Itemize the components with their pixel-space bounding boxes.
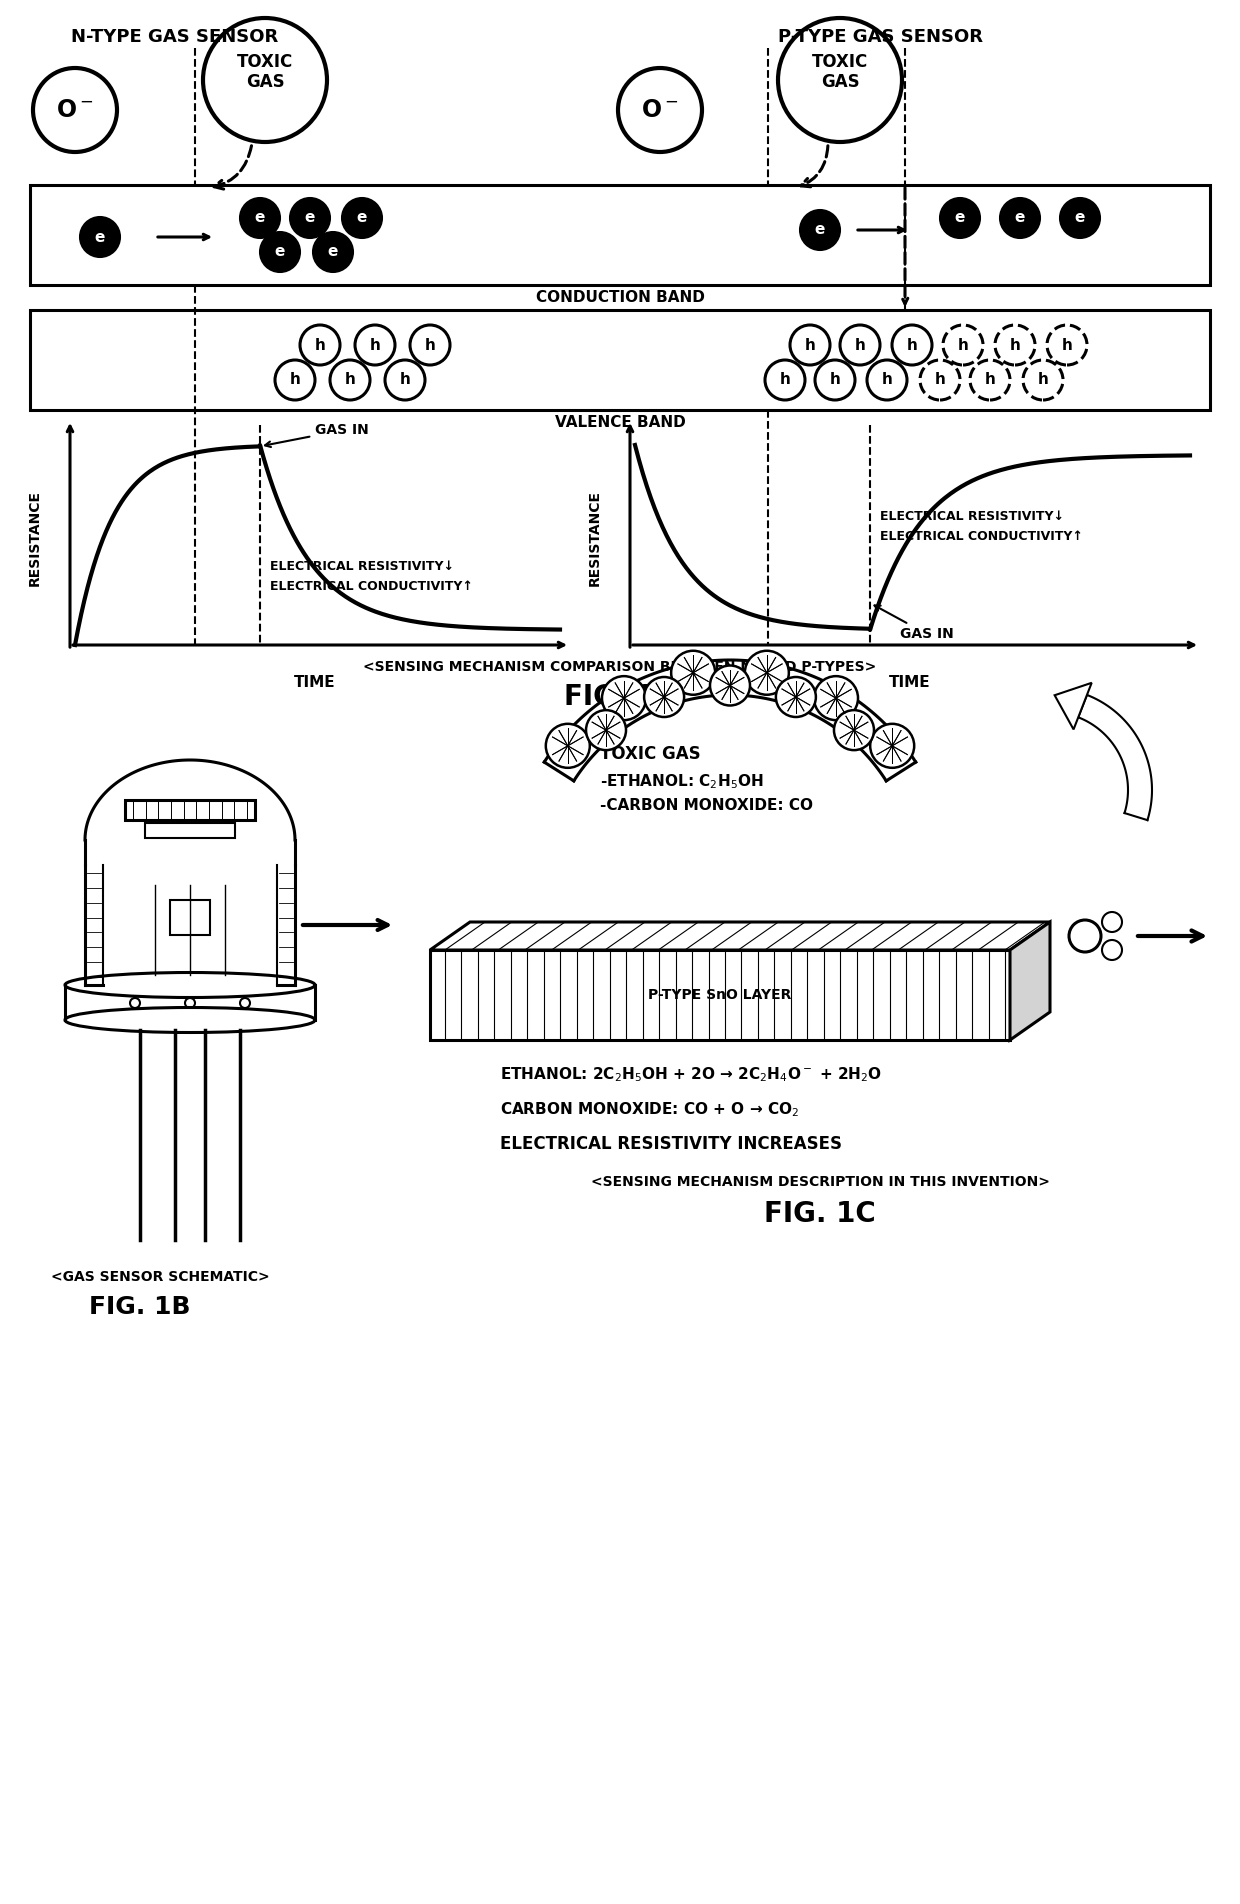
Text: ELECTRICAL CONDUCTIVITY↑: ELECTRICAL CONDUCTIVITY↑ xyxy=(270,581,472,592)
Circle shape xyxy=(312,232,353,272)
Text: FIG. 1C: FIG. 1C xyxy=(764,1200,875,1228)
Text: N-TYPE GAS SENSOR: N-TYPE GAS SENSOR xyxy=(72,29,279,46)
Circle shape xyxy=(835,710,874,750)
Text: h: h xyxy=(854,337,866,352)
Circle shape xyxy=(81,217,120,257)
Text: h: h xyxy=(780,373,790,388)
Text: CARBON MONOXIDE: CO + O → CO$_2$: CARBON MONOXIDE: CO + O → CO$_2$ xyxy=(500,1101,799,1120)
Text: h: h xyxy=(315,337,325,352)
Text: h: h xyxy=(370,337,381,352)
Text: h: h xyxy=(1061,337,1073,352)
Polygon shape xyxy=(1055,684,1091,729)
Circle shape xyxy=(940,198,980,238)
Text: TOXIC
GAS: TOXIC GAS xyxy=(237,53,293,91)
Circle shape xyxy=(546,724,590,767)
Text: e: e xyxy=(305,211,315,225)
Text: TOXIC
GAS: TOXIC GAS xyxy=(812,53,868,91)
Circle shape xyxy=(870,724,914,767)
Circle shape xyxy=(1102,912,1122,931)
Text: h: h xyxy=(424,337,435,352)
Text: e: e xyxy=(815,223,825,238)
Circle shape xyxy=(711,666,750,706)
Circle shape xyxy=(800,209,839,249)
Circle shape xyxy=(1060,198,1100,238)
Text: e: e xyxy=(1075,211,1085,225)
Text: RESISTANCE: RESISTANCE xyxy=(588,489,601,586)
Circle shape xyxy=(342,198,382,238)
Circle shape xyxy=(260,232,300,272)
FancyBboxPatch shape xyxy=(145,823,236,838)
Text: ETHANOL: 2C$_2$H$_5$OH + 2O → 2C$_2$H$_4$O$^-$ + 2H$_2$O: ETHANOL: 2C$_2$H$_5$OH + 2O → 2C$_2$H$_4… xyxy=(500,1064,882,1083)
Text: ELECTRICAL CONDUCTIVITY↑: ELECTRICAL CONDUCTIVITY↑ xyxy=(880,529,1083,543)
Text: h: h xyxy=(399,373,410,388)
Circle shape xyxy=(776,678,816,718)
Text: h: h xyxy=(830,373,841,388)
Text: ELECTRICAL RESISTIVITY↓: ELECTRICAL RESISTIVITY↓ xyxy=(270,560,454,573)
Text: e: e xyxy=(254,211,265,225)
Text: VALENCE BAND: VALENCE BAND xyxy=(554,415,686,430)
Circle shape xyxy=(745,651,789,695)
Text: TOXIC GAS: TOXIC GAS xyxy=(600,744,701,764)
Text: -ETHANOL: C$_2$H$_5$OH: -ETHANOL: C$_2$H$_5$OH xyxy=(600,771,764,790)
Text: RESISTANCE: RESISTANCE xyxy=(29,489,42,586)
Circle shape xyxy=(644,678,684,718)
Text: <GAS SENSOR SCHEMATIC>: <GAS SENSOR SCHEMATIC> xyxy=(51,1270,269,1283)
Text: P-TYPE GAS SENSOR: P-TYPE GAS SENSOR xyxy=(777,29,982,46)
Text: FIG. 1A: FIG. 1A xyxy=(563,684,677,710)
FancyArrowPatch shape xyxy=(215,147,252,188)
Text: O$^-$: O$^-$ xyxy=(641,97,678,122)
Text: e: e xyxy=(327,244,339,259)
Text: <SENSING MECHANISM COMPARISON BETWEEN N- AND P-TYPES>: <SENSING MECHANISM COMPARISON BETWEEN N-… xyxy=(363,661,877,674)
Polygon shape xyxy=(1011,922,1050,1040)
Text: h: h xyxy=(345,373,356,388)
Text: FIG. 1B: FIG. 1B xyxy=(89,1295,191,1319)
Circle shape xyxy=(241,198,280,238)
Text: h: h xyxy=(957,337,968,352)
Text: ELECTRICAL RESISTIVITY↓: ELECTRICAL RESISTIVITY↓ xyxy=(880,510,1064,524)
Text: TIME: TIME xyxy=(294,676,336,689)
Text: e: e xyxy=(357,211,367,225)
Circle shape xyxy=(587,710,626,750)
Circle shape xyxy=(813,676,858,720)
Circle shape xyxy=(1069,920,1101,952)
Text: O$^-$: O$^-$ xyxy=(56,97,94,122)
Text: TIME: TIME xyxy=(889,676,931,689)
Text: P-TYPE SnO LAYER: P-TYPE SnO LAYER xyxy=(649,988,791,1002)
Circle shape xyxy=(601,676,646,720)
Circle shape xyxy=(999,198,1040,238)
Text: h: h xyxy=(906,337,918,352)
Text: CONDUCTION BAND: CONDUCTION BAND xyxy=(536,289,704,305)
Text: ELECTRICAL RESISTIVITY INCREASES: ELECTRICAL RESISTIVITY INCREASES xyxy=(500,1135,842,1154)
Circle shape xyxy=(1102,941,1122,960)
Circle shape xyxy=(671,651,715,695)
Text: <SENSING MECHANISM DESCRIPTION IN THIS INVENTION>: <SENSING MECHANISM DESCRIPTION IN THIS I… xyxy=(590,1175,1049,1188)
Circle shape xyxy=(290,198,330,238)
Text: h: h xyxy=(935,373,945,388)
Text: h: h xyxy=(1038,373,1049,388)
Text: e: e xyxy=(955,211,965,225)
Text: GAS IN: GAS IN xyxy=(874,605,954,642)
Text: h: h xyxy=(882,373,893,388)
Text: h: h xyxy=(985,373,996,388)
Text: e: e xyxy=(94,230,105,244)
FancyBboxPatch shape xyxy=(170,901,210,935)
FancyArrowPatch shape xyxy=(801,147,828,187)
Text: -CARBON MONOXIDE: CO: -CARBON MONOXIDE: CO xyxy=(600,798,813,813)
Text: h: h xyxy=(1009,337,1021,352)
Text: e: e xyxy=(1014,211,1025,225)
Text: GAS IN: GAS IN xyxy=(265,423,368,447)
Text: e: e xyxy=(275,244,285,259)
Text: h: h xyxy=(290,373,300,388)
Text: h: h xyxy=(805,337,816,352)
FancyBboxPatch shape xyxy=(125,800,255,821)
FancyBboxPatch shape xyxy=(430,950,1011,1040)
Polygon shape xyxy=(430,922,1050,950)
